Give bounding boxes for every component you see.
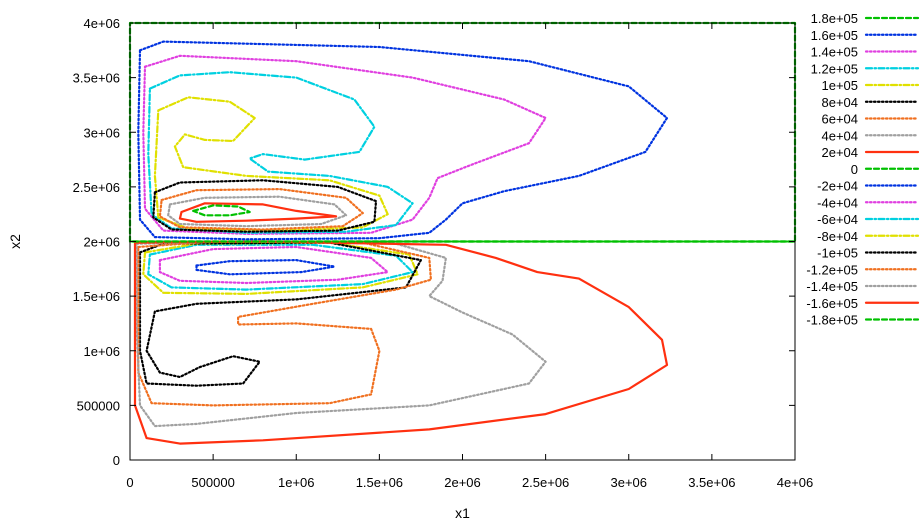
contour-line-7 [167,195,348,228]
legend-label: 0 [851,162,858,177]
legend-label: -1.4e+05 [806,279,858,294]
legend-label: -1.6e+05 [806,296,858,311]
x-tick-label: 1e+06 [278,475,315,490]
legend-label: -6e+04 [817,212,858,227]
y-tick-label: 3.5e+06 [73,71,120,86]
x-axis: 0 500000 1e+06 1.5e+06 2e+06 2.5e+06 3e+06 3.5e… [126,23,813,490]
y-tick-label: 2e+06 [83,235,120,250]
x-axis-title: x1 [455,505,470,521]
contour-line-5 [152,179,378,233]
legend-label: -1.2e+05 [806,262,858,277]
y-tick-label: 0 [113,453,120,468]
legend-label: 1e+05 [821,78,858,93]
contour-line-1 [137,40,669,241]
contour-line-4 [153,96,389,232]
legend: 1.8e+05 1.6e+05 1.4e+051.2e+05 1e+05 8e+04 6e… [806,11,920,328]
y-tick-label: 4e+06 [83,16,120,31]
x-tick-label: 0 [126,475,133,490]
y-tick-label: 1.5e+06 [73,289,120,304]
legend-label: -4e+04 [817,195,858,210]
legend-label: -1.8e+05 [806,313,858,328]
y-tick-label: 500000 [77,398,120,413]
legend-label: 1.4e+05 [811,45,858,60]
contour-line-14 [138,241,422,387]
legend-label: -2e+04 [817,179,858,194]
y-axis: 0 500000 1e+06 1.5e+06 2e+06 2.5e+06 3e+06 3.5e… [73,16,795,468]
x-tick-label: 3.5e+06 [688,475,735,490]
contour-line-12 [147,243,414,291]
y-tick-label: 2.5e+06 [73,180,120,195]
y-axis-title: x2 [7,234,23,249]
contour-line-8 [178,202,338,223]
contour-line-16 [135,240,547,428]
contour-line-17 [133,240,669,445]
legend-label: 4e+04 [821,128,858,143]
legend-label: 2e+04 [821,145,858,160]
legend-label: -1e+05 [817,246,858,261]
legend-label: -8e+04 [817,229,858,244]
contour-line-9 [192,204,251,217]
legend-label: 1.2e+05 [811,61,858,76]
x-tick-label: 2e+06 [444,475,481,490]
contour-line-15 [137,240,432,407]
contour-line-6 [158,188,364,231]
contour-line-2 [142,54,547,235]
legend-label: 6e+04 [821,112,858,127]
plot-area [128,21,797,445]
y-tick-label: 1e+06 [83,344,120,359]
legend-label: 1.6e+05 [811,28,858,43]
legend-label: 1.8e+05 [811,11,858,26]
contour-line-10 [195,259,336,276]
x-tick-label: 1.5e+06 [356,475,403,490]
x-tick-label: 500000 [191,475,234,490]
x-tick-label: 3e+06 [610,475,647,490]
legend-label: 8e+04 [821,95,858,110]
x-tick-label: 4e+06 [777,475,814,490]
x-tick-label: 2.5e+06 [522,475,569,490]
contour-line-11 [158,245,389,285]
contour-line-13 [142,241,419,295]
y-tick-label: 3e+06 [83,125,120,140]
